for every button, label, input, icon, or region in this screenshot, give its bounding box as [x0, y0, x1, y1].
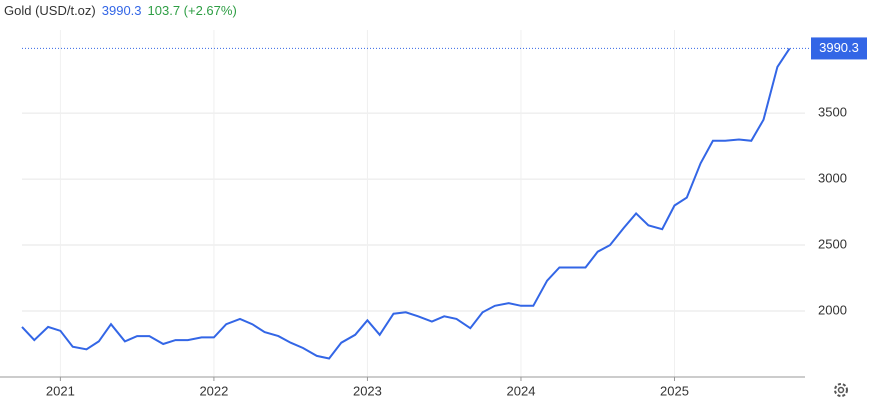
last-price: 3990.3	[101, 3, 142, 18]
gear	[834, 383, 848, 397]
settings-icon[interactable]	[834, 383, 848, 397]
y-tick-label: 2500	[818, 236, 847, 251]
x-tick-label: 2023	[353, 383, 382, 398]
header: Gold (USD/t.oz) 3990.3 103.7 (+2.67%)	[4, 3, 243, 18]
y-tick-label: 3000	[818, 171, 847, 186]
last-price-label: 3990.3	[819, 40, 859, 55]
last-price-tag	[811, 37, 867, 60]
y-tick-label: 3500	[818, 105, 847, 120]
x-tick-label: 2025	[660, 383, 689, 398]
gear-hole	[837, 386, 845, 394]
x-tick-label: 2024	[507, 383, 536, 398]
x-tick-label: 2021	[46, 383, 75, 398]
y-tick-label: 2000	[818, 302, 847, 317]
x-tick-label: 2022	[199, 383, 228, 398]
price-change: 103.7 (+2.67%)	[147, 3, 237, 18]
instrument-name: Gold (USD/t.oz)	[4, 3, 96, 18]
price-line	[21, 47, 791, 360]
